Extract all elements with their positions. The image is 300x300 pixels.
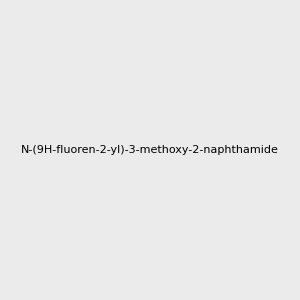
Text: N-(9H-fluoren-2-yl)-3-methoxy-2-naphthamide: N-(9H-fluoren-2-yl)-3-methoxy-2-naphtham… bbox=[21, 145, 279, 155]
